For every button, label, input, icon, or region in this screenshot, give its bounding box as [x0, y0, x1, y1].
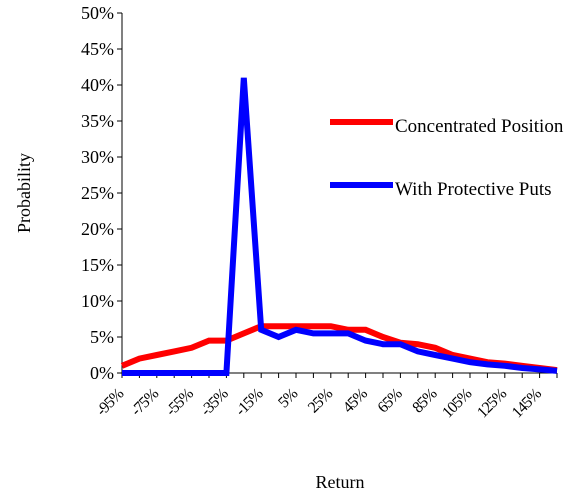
- x-tick-label: 105%: [439, 385, 475, 421]
- legend-label: With Protective Puts: [395, 179, 552, 200]
- x-axis-label: Return: [316, 472, 365, 492]
- x-tick-label: 5%: [275, 385, 301, 411]
- x-tick-label: 145%: [509, 385, 545, 421]
- x-tick-label: 65%: [375, 385, 406, 416]
- x-tick-label: -75%: [128, 385, 162, 419]
- x-tick-label: 25%: [305, 385, 336, 416]
- x-tick-label: -35%: [198, 385, 232, 419]
- x-tick-label: 85%: [409, 385, 440, 416]
- x-tick-label: -55%: [163, 385, 197, 419]
- y-axis-label: Probability: [14, 153, 34, 233]
- x-tick-label: -15%: [232, 385, 266, 419]
- y-tick-label: 5%: [90, 327, 114, 347]
- y-tick-label: 30%: [81, 147, 114, 167]
- y-tick-label: 45%: [81, 39, 114, 59]
- legend-label: Concentrated Position: [395, 116, 564, 137]
- y-tick-label: 20%: [81, 219, 114, 239]
- y-tick-label: 35%: [81, 111, 114, 131]
- y-tick-label: 10%: [81, 291, 114, 311]
- x-tick-label: 125%: [474, 385, 510, 421]
- x-tick-label: -95%: [93, 385, 127, 419]
- y-tick-label: 40%: [81, 75, 114, 95]
- y-tick-label: 50%: [81, 3, 114, 23]
- y-tick-label: 25%: [81, 183, 114, 203]
- y-tick-label: 15%: [81, 255, 114, 275]
- series-line: [122, 77, 558, 376]
- y-tick-label: 0%: [90, 363, 114, 383]
- x-tick-label: 45%: [340, 385, 371, 416]
